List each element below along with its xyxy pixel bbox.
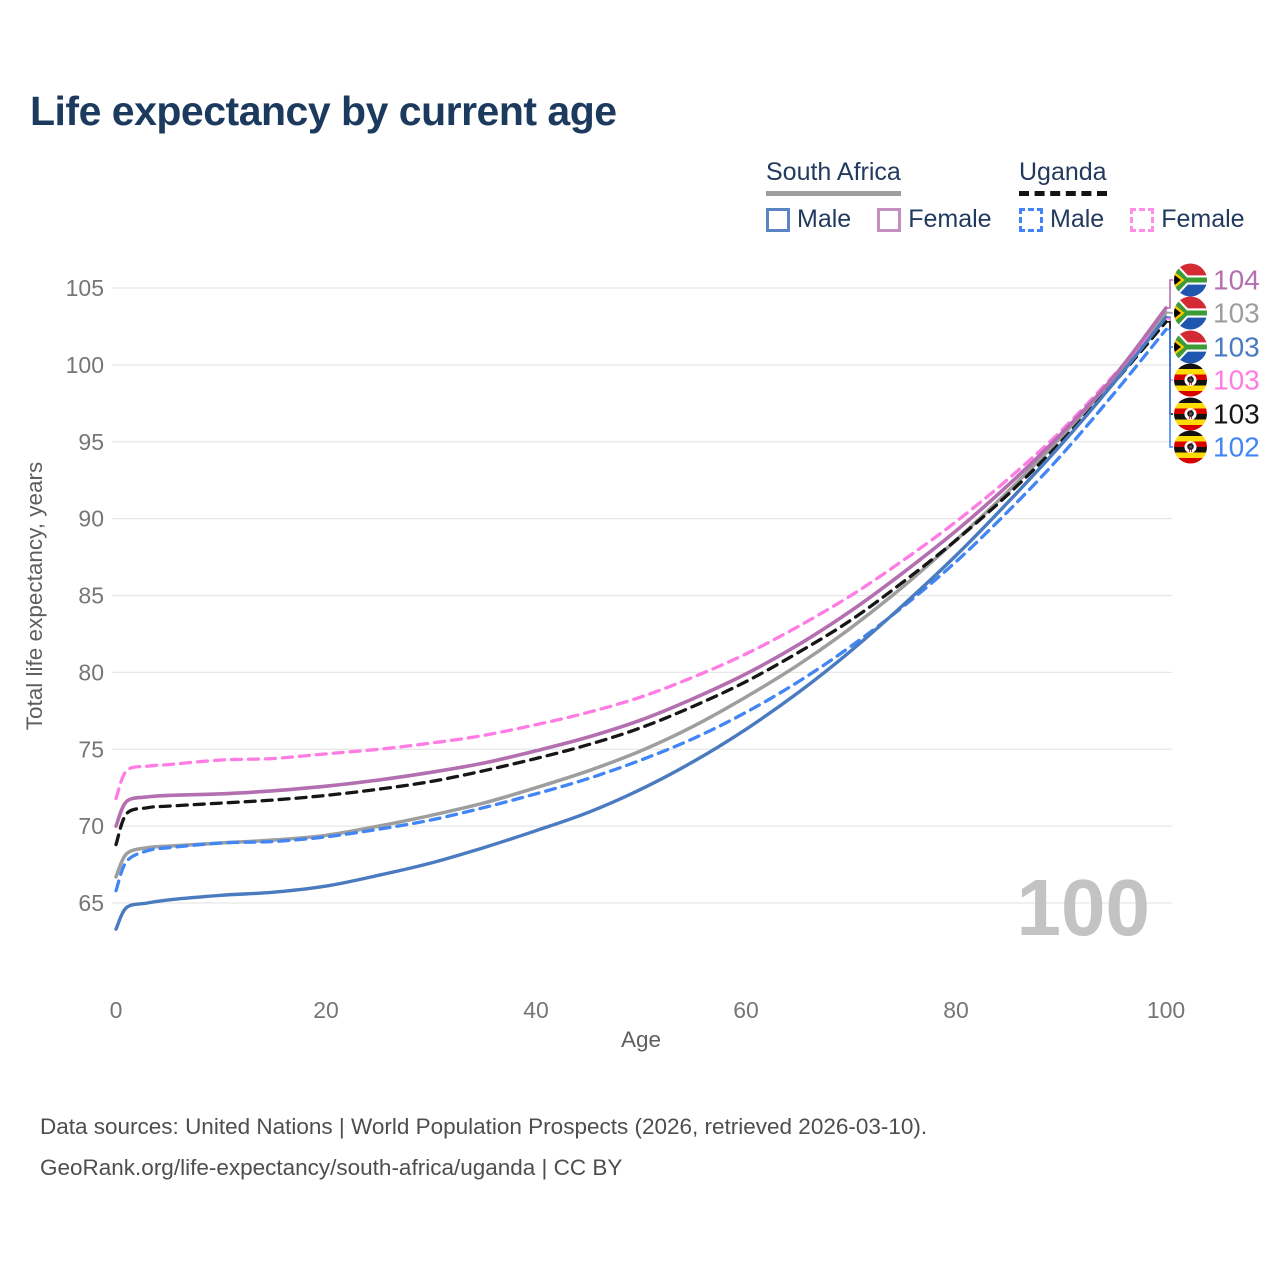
x-tick-label: 60 xyxy=(733,997,759,1023)
x-tick-label: 20 xyxy=(313,997,339,1023)
leader-line-ug-male xyxy=(1166,328,1173,448)
x-tick-label: 40 xyxy=(523,997,549,1023)
source-url-line: GeoRank.org/life-expectancy/south-africa… xyxy=(40,1155,623,1180)
end-label-ug-female: 103 xyxy=(1213,365,1260,396)
y-tick-label: 65 xyxy=(78,890,104,916)
za-flag-icon xyxy=(1170,264,1209,297)
x-axis-title: Age xyxy=(621,1027,661,1052)
ug-female-swatch-icon xyxy=(1130,207,1155,232)
end-label-ug-total: 103 xyxy=(1213,399,1260,430)
za-flag-icon xyxy=(1170,331,1209,364)
page-title: Life expectancy by current age xyxy=(30,88,617,134)
legend-item-label: Female xyxy=(1161,205,1245,233)
data-sources-line: Data sources: United Nations | World Pop… xyxy=(40,1114,928,1139)
ug-flag-icon xyxy=(1174,398,1207,431)
x-tick-label: 100 xyxy=(1147,997,1185,1023)
age-counter-watermark: 100 xyxy=(1016,863,1150,952)
x-tick-label: 0 xyxy=(110,997,123,1023)
legend-group-uganda: Uganda Male Female xyxy=(1019,158,1245,234)
legend-item-sa-male[interactable]: Male xyxy=(766,205,851,234)
y-tick-label: 70 xyxy=(78,813,104,839)
za-flag-icon xyxy=(1170,297,1209,330)
legend-country-south-africa[interactable]: South Africa xyxy=(766,158,901,196)
y-tick-label: 95 xyxy=(78,429,104,455)
ug-male-swatch-icon xyxy=(1019,207,1043,232)
series-line-ug-total[interactable] xyxy=(114,320,1168,847)
series-line-sa-female[interactable] xyxy=(114,306,1168,828)
y-tick-label: 80 xyxy=(78,659,104,685)
series-lines xyxy=(114,306,1168,931)
end-label-ug-male: 102 xyxy=(1213,432,1260,463)
legend-item-sa-female[interactable]: Female xyxy=(877,205,992,234)
y-tick-label: 85 xyxy=(78,583,104,609)
sa-male-swatch-icon xyxy=(766,207,790,232)
legend-group-south-africa: South Africa Male Female xyxy=(766,158,992,234)
x-tick-label: 80 xyxy=(943,997,969,1023)
y-tick-label: 90 xyxy=(78,506,104,532)
legend-item-ug-male[interactable]: Male xyxy=(1019,205,1104,234)
y-axis-title: Total life expectancy, years xyxy=(22,462,47,730)
ug-flag-icon xyxy=(1174,364,1207,397)
y-tick-label: 100 xyxy=(66,352,104,378)
axis-labels: 65 70 75 80 85 90 95 100 105 0 20 40 60 80 100 Age Total… xyxy=(22,275,1185,1052)
legend: South Africa Male Female Uganda Male xyxy=(0,158,1280,248)
y-gridlines xyxy=(112,287,1172,904)
legend-item-label: Female xyxy=(908,205,992,233)
legend-item-ug-female[interactable]: Female xyxy=(1130,205,1245,234)
y-tick-label: 75 xyxy=(78,736,104,762)
end-label-sa-male: 103 xyxy=(1213,332,1260,363)
legend-item-label: Male xyxy=(1050,205,1105,233)
series-line-ug-female[interactable] xyxy=(114,317,1168,801)
footer: Data sources: United Nations | World Pop… xyxy=(40,1106,927,1188)
sa-female-swatch-icon xyxy=(877,207,902,232)
end-label-sa-female: 104 xyxy=(1213,265,1260,296)
y-tick-label: 105 xyxy=(66,275,104,301)
legend-country-uganda[interactable]: Uganda xyxy=(1019,158,1107,196)
series-line-ug-male[interactable] xyxy=(114,327,1168,893)
legend-item-label: Male xyxy=(797,205,852,233)
ug-flag-icon xyxy=(1174,431,1207,464)
end-label-sa-total: 103 xyxy=(1213,298,1260,329)
series-line-sa-male[interactable] xyxy=(114,315,1168,931)
leader-line-sa-female xyxy=(1166,279,1173,309)
